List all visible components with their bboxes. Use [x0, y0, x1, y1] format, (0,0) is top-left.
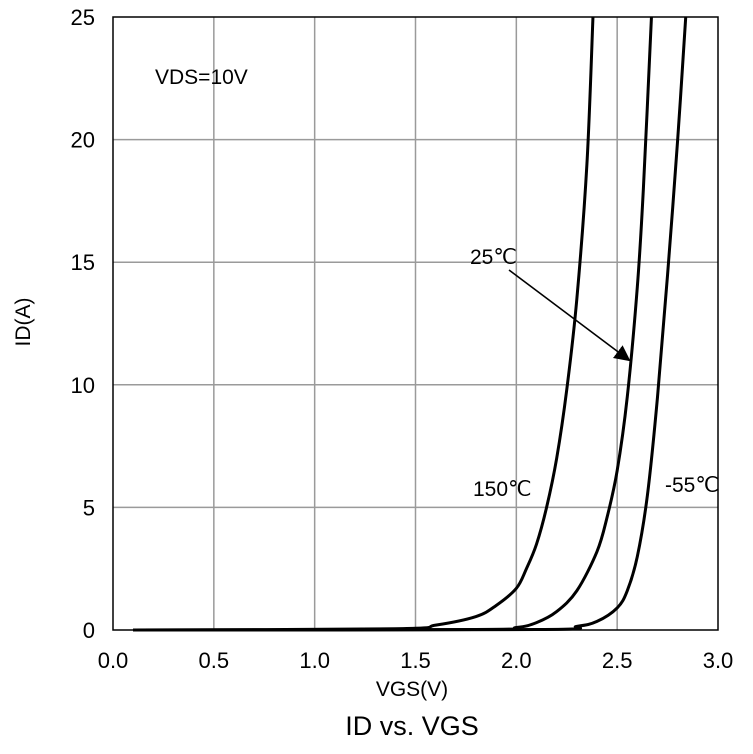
y-tick-label: 20 [71, 128, 95, 153]
x-tick-label: 0.5 [199, 648, 230, 673]
y-tick-label: 15 [71, 250, 95, 275]
x-tick-label: 1.0 [299, 648, 330, 673]
x-tick-label: 0.0 [98, 648, 129, 673]
y-tick-labels: 0 5 10 15 20 25 [71, 5, 95, 643]
series-label-minus55c: -55℃ [665, 474, 719, 497]
series-curves [133, 16, 688, 632]
y-axis-title: ID(A) [12, 298, 35, 347]
y-tick-label: 25 [71, 5, 95, 30]
series-label-25c: 25℃ [470, 246, 517, 269]
series-label-150c: 150℃ [473, 478, 532, 501]
condition-note: VDS=10V [155, 66, 248, 89]
grid-lines [113, 17, 718, 630]
x-tick-label: 3.0 [703, 648, 734, 673]
x-tick-label: 2.0 [501, 648, 532, 673]
y-tick-label: 10 [71, 373, 95, 398]
x-tick-label: 1.5 [400, 648, 431, 673]
x-tick-labels: 0.0 0.5 1.0 1.5 2.0 2.5 3.0 [98, 648, 734, 673]
x-axis-title: VGS(V) [376, 678, 448, 701]
x-tick-label: 2.5 [602, 648, 633, 673]
series-line-2 [133, 16, 688, 632]
series-line-0 [133, 16, 595, 632]
y-tick-label: 0 [83, 618, 95, 643]
annotation-arrow-25c [508, 269, 631, 362]
y-tick-label: 5 [83, 495, 95, 520]
chart-title: ID vs. VGS [345, 711, 479, 741]
